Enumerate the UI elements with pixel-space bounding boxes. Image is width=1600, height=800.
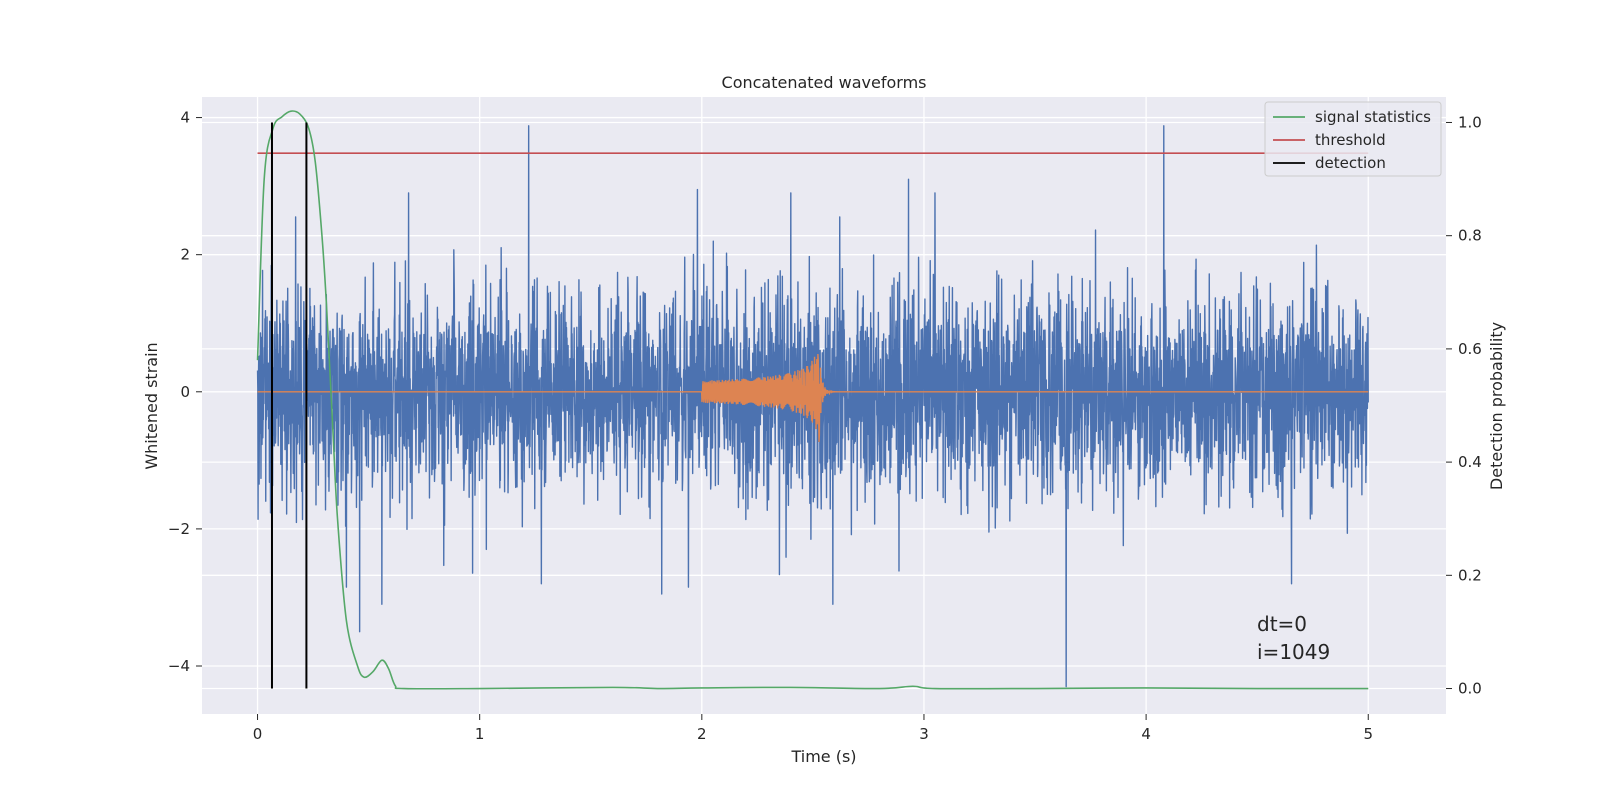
y-axis-title: Whitened strain: [142, 342, 161, 469]
x-tick-label: 3: [919, 725, 929, 743]
legend-box: [1264, 101, 1442, 177]
y-tick-label: −4: [168, 657, 190, 675]
x-axis-title: Time (s): [790, 747, 856, 766]
y2-tick-label: 0.4: [1458, 453, 1482, 471]
y-tick-label: 4: [180, 109, 190, 127]
injected-signal-line: [257, 354, 1369, 442]
x-tick-label: 4: [1141, 725, 1151, 743]
y2-tick-label: 1.0: [1458, 113, 1482, 131]
y2-tick-label: 0.0: [1458, 680, 1482, 698]
annotation-i: i=1049: [1257, 640, 1330, 664]
x-tick-label: 2: [697, 725, 707, 743]
axes: 0 1 2 3 4 5 −4 −2 0 2 4 0.0 0.2 0.4 0.6 0.8 1.0: [168, 109, 1482, 743]
chart-title: Concatenated waveforms: [722, 73, 927, 92]
legend: signal statistics threshold detection: [1264, 101, 1442, 177]
signal-statistics-line: [256, 110, 1369, 690]
y2-tick-label: 0.8: [1458, 227, 1482, 245]
data-layer: [256, 110, 1369, 690]
y2-tick-label: 0.2: [1458, 566, 1482, 584]
y2-tick-label: 0.6: [1458, 340, 1482, 358]
legend-label: threshold: [1315, 131, 1386, 149]
y-tick-label: −2: [168, 520, 190, 538]
y-tick-label: 0: [180, 383, 190, 401]
annotation-dt: dt=0: [1257, 612, 1307, 636]
x-tick-label: 0: [253, 725, 263, 743]
legend-label: detection: [1315, 154, 1386, 172]
x-tick-label: 5: [1363, 725, 1373, 743]
x-tick-label: 1: [475, 725, 485, 743]
legend-label: signal statistics: [1315, 108, 1431, 126]
y2-axis-title: Detection probability: [1487, 322, 1506, 490]
y-tick-label: 2: [180, 246, 190, 264]
